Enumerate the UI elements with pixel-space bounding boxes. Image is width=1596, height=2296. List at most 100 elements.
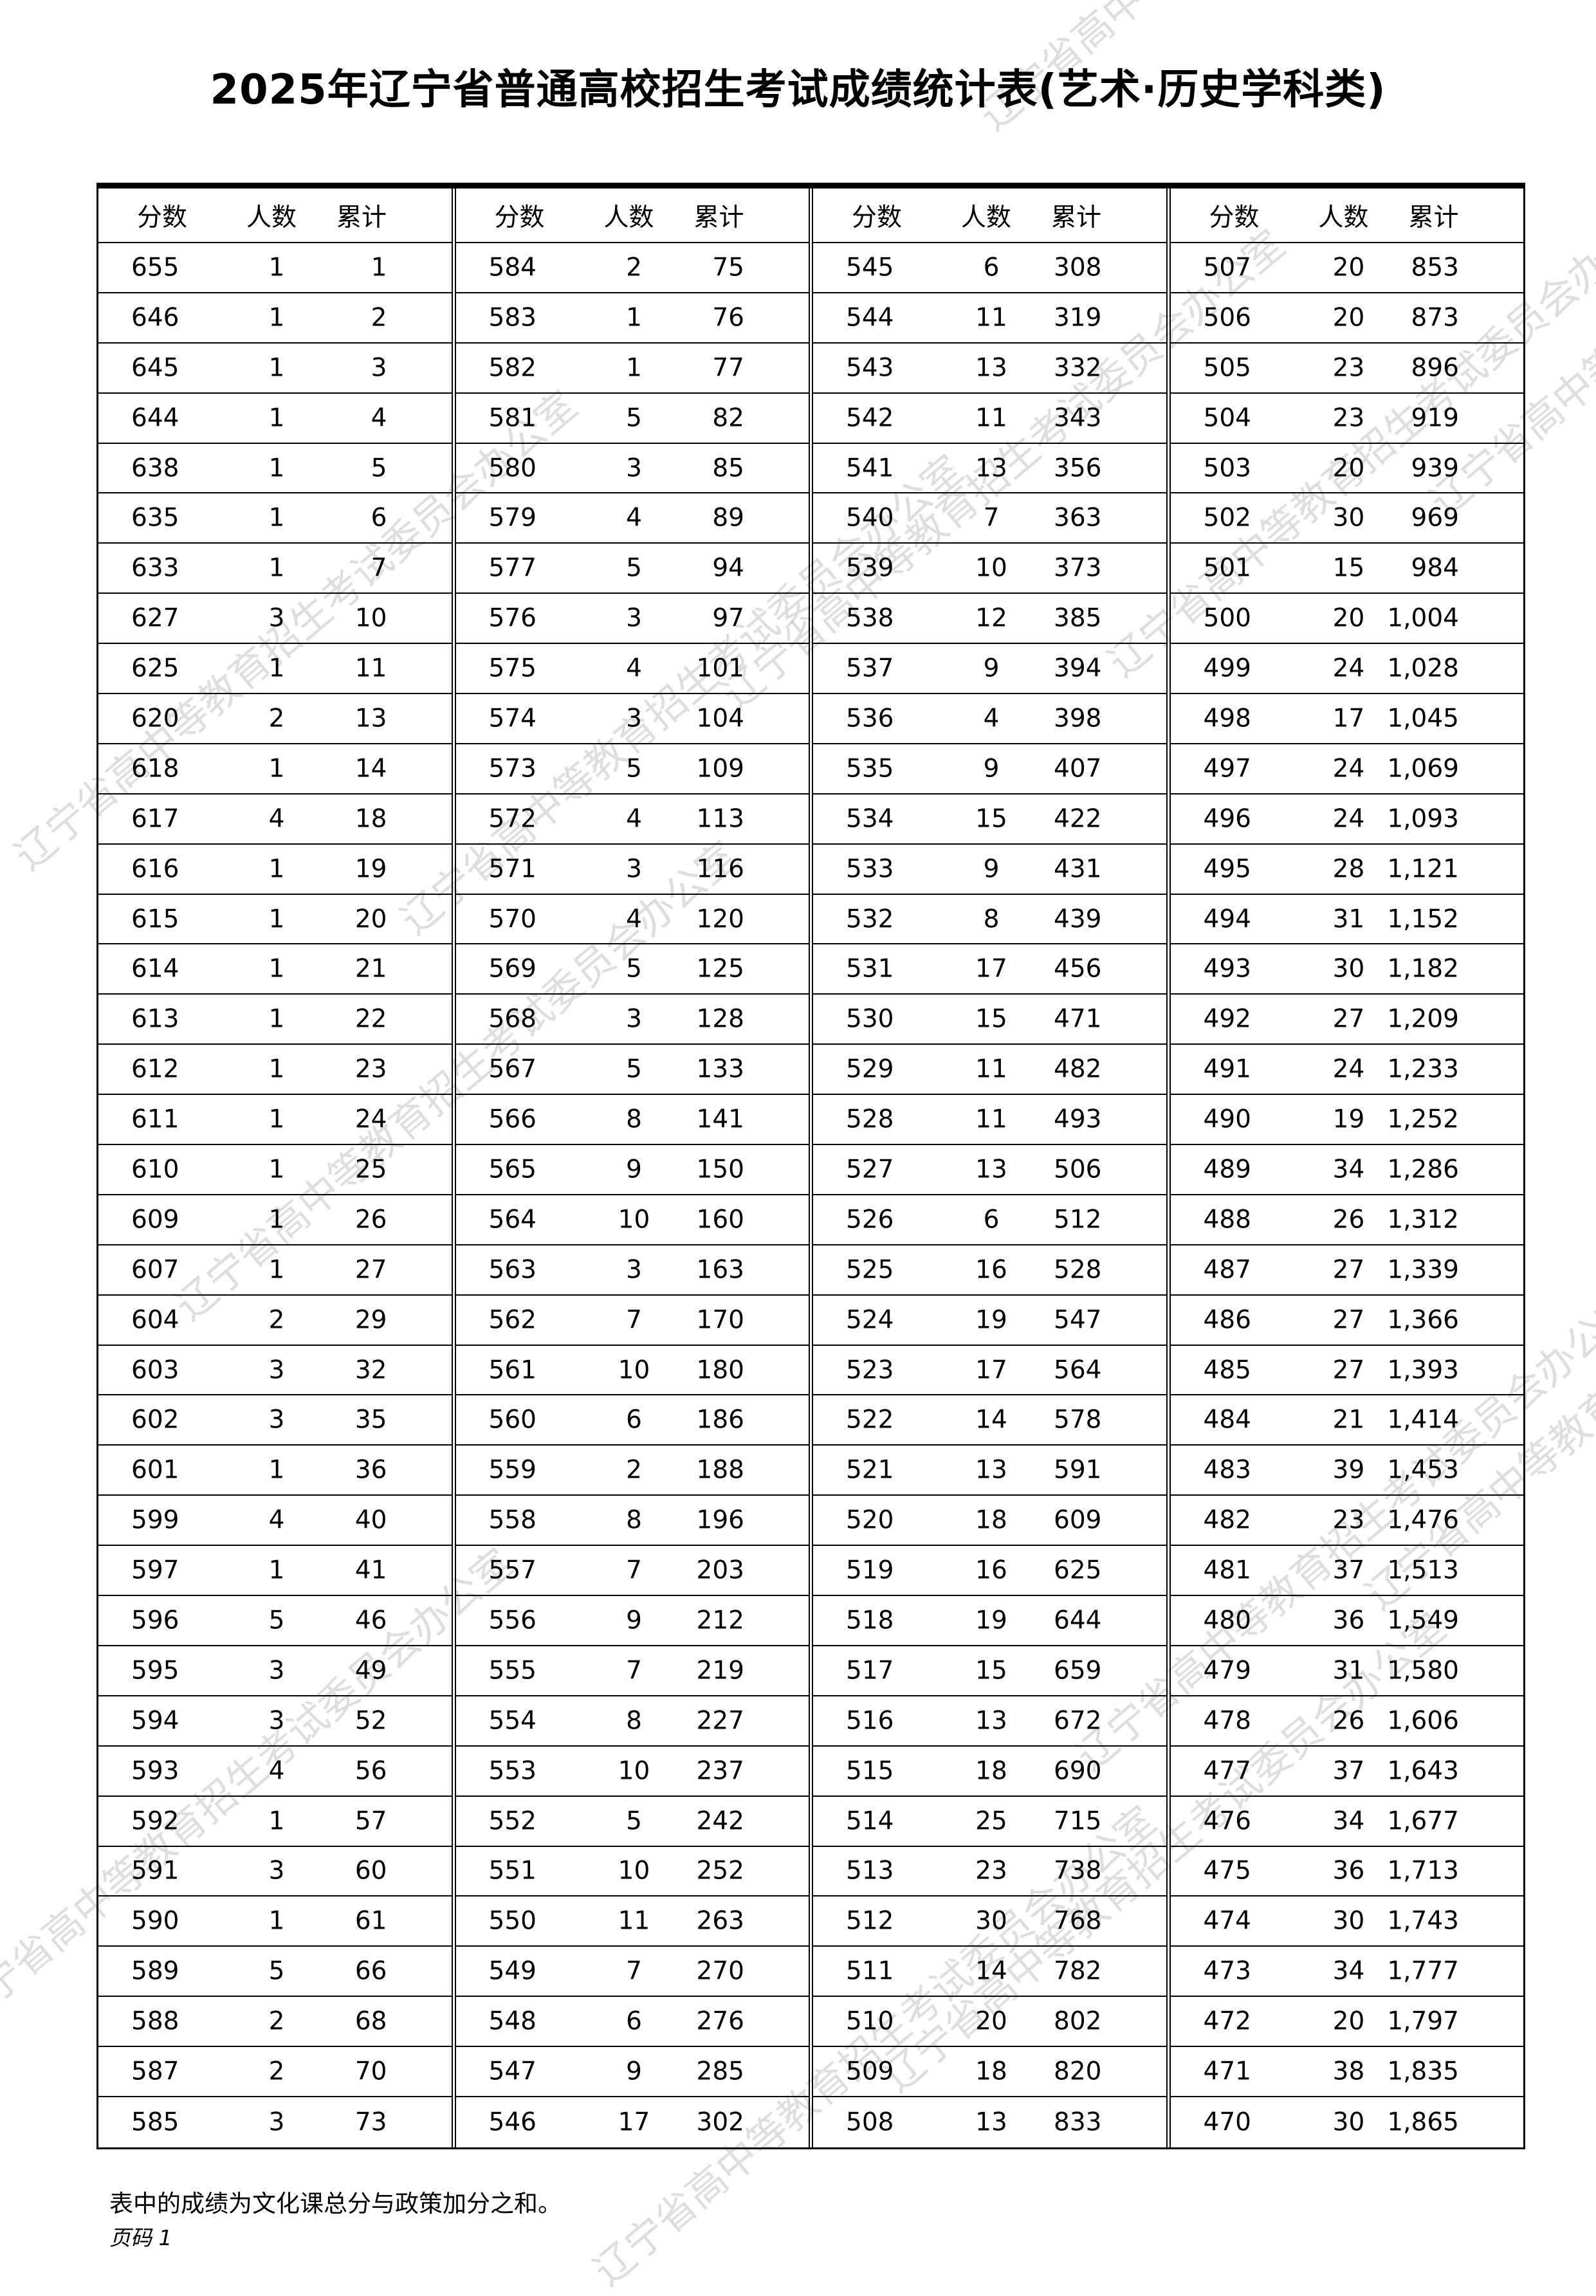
table-row: 499 24 1,028 (1170, 644, 1523, 695)
count-cell: 6 (983, 253, 1000, 282)
table-row: 607 1 27 (98, 1245, 452, 1296)
cumulative-cell: 319 (1054, 303, 1102, 333)
table-row: 532 8 439 (813, 895, 1166, 945)
count-cell: 3 (626, 454, 642, 482)
table-row: 599 4 40 (98, 1496, 452, 1547)
cumulative-cell: 41 (354, 1556, 387, 1585)
table-row: 566 8 141 (455, 1095, 809, 1146)
score-cell: 524 (846, 1305, 894, 1335)
score-cell: 507 (1203, 253, 1251, 282)
table-row: 570 4 120 (455, 895, 809, 945)
count-cell: 13 (975, 2108, 1007, 2137)
table-row: 562 7 170 (455, 1296, 809, 1346)
count-cell: 3 (268, 1856, 285, 1886)
count-cell: 1 (268, 854, 285, 884)
table-row: 493 30 1,182 (1170, 944, 1523, 995)
table-row: 524 19 547 (813, 1296, 1166, 1346)
cumulative-cell: 853 (1411, 253, 1459, 282)
cumulative-header: 累计 (336, 203, 387, 232)
cumulative-cell: 439 (1054, 905, 1102, 934)
score-cell: 555 (488, 1656, 537, 1685)
score-cell: 548 (488, 2007, 537, 2036)
cumulative-cell: 373 (1054, 553, 1102, 583)
table-row: 536 4 398 (813, 694, 1166, 744)
cumulative-cell: 1,152 (1387, 905, 1459, 934)
table-row: 485 27 1,393 (1170, 1346, 1523, 1396)
cumulative-cell: 11 (354, 654, 387, 683)
cumulative-cell: 163 (696, 1255, 744, 1285)
count-cell: 37 (1332, 1556, 1365, 1585)
score-cell: 473 (1203, 1956, 1251, 1986)
cumulative-cell: 1,233 (1387, 1054, 1459, 1084)
count-cell: 11 (975, 403, 1007, 433)
score-cell: 560 (488, 1405, 537, 1435)
count-cell: 2 (626, 1455, 642, 1485)
score-cell: 484 (1203, 1405, 1251, 1435)
table-row: 513 23 738 (813, 1847, 1166, 1897)
count-cell: 7 (626, 1656, 642, 1685)
score-cell: 571 (488, 854, 537, 884)
table-row: 591 3 60 (98, 1847, 452, 1897)
score-cell: 603 (131, 1355, 179, 1385)
count-cell: 4 (626, 503, 642, 533)
cumulative-cell: 343 (1054, 403, 1102, 433)
count-cell: 5 (626, 1054, 642, 1084)
cumulative-cell: 10 (354, 603, 387, 633)
score-cell: 585 (131, 2108, 179, 2137)
table-row: 480 36 1,549 (1170, 1596, 1523, 1646)
cumulative-cell: 1,209 (1387, 1004, 1459, 1034)
table-row: 615 1 20 (98, 895, 452, 945)
score-cell: 588 (131, 2007, 179, 2036)
score-cell: 612 (131, 1054, 179, 1084)
score-cell: 482 (1203, 1505, 1251, 1535)
cumulative-cell: 1,476 (1387, 1505, 1459, 1535)
count-cell: 36 (1332, 1606, 1365, 1635)
table-row: 525 16 528 (813, 1245, 1166, 1296)
cumulative-cell: 356 (1054, 454, 1102, 482)
table-row: 505 23 896 (1170, 344, 1523, 394)
cumulative-cell: 5 (371, 454, 387, 482)
score-cell: 504 (1203, 403, 1251, 433)
table-column-group: 分数 人数 累计 545 6 308 544 11 319 543 13 332 542 11 343 541… (813, 188, 1171, 2147)
count-cell: 2 (268, 1305, 285, 1335)
table-row: 604 2 29 (98, 1296, 452, 1346)
table-row: 503 20 939 (1170, 444, 1523, 494)
score-cell: 587 (131, 2057, 179, 2086)
score-cell: 566 (488, 1105, 537, 1134)
count-cell: 1 (268, 454, 285, 482)
score-cell: 487 (1203, 1255, 1251, 1285)
table-row: 474 30 1,743 (1170, 1896, 1523, 1947)
table-row: 501 15 984 (1170, 544, 1523, 594)
table-row: 472 20 1,797 (1170, 1997, 1523, 2048)
score-cell: 589 (131, 1956, 179, 1986)
count-cell: 34 (1332, 1806, 1365, 1836)
count-cell: 20 (975, 2007, 1007, 2036)
cumulative-cell: 1,677 (1387, 1806, 1459, 1836)
table-row: 583 1 76 (455, 293, 809, 344)
score-cell: 609 (131, 1205, 179, 1235)
count-cell: 3 (626, 603, 642, 633)
score-cell: 552 (488, 1806, 537, 1836)
cumulative-cell: 40 (354, 1505, 387, 1535)
score-cell: 481 (1203, 1556, 1251, 1585)
table-column-group: 分数 人数 累计 507 20 853 506 20 873 505 23 896 504 23 919 50… (1170, 188, 1523, 2147)
score-cell: 567 (488, 1054, 537, 1084)
count-cell: 3 (268, 1355, 285, 1385)
cumulative-cell: 564 (1054, 1355, 1102, 1385)
cumulative-cell: 1,865 (1387, 2108, 1459, 2137)
cumulative-cell: 21 (354, 954, 387, 984)
table-row: 548 6 276 (455, 1997, 809, 2048)
cumulative-cell: 482 (1054, 1054, 1102, 1084)
table-row: 572 4 113 (455, 794, 809, 845)
cumulative-cell: 625 (1054, 1556, 1102, 1585)
score-cell: 486 (1203, 1305, 1251, 1335)
count-cell: 25 (975, 1806, 1007, 1836)
cumulative-cell: 1,286 (1387, 1155, 1459, 1184)
score-cell: 526 (846, 1205, 894, 1235)
cumulative-cell: 609 (1054, 1505, 1102, 1535)
count-cell: 16 (975, 1255, 1007, 1285)
score-cell: 611 (131, 1105, 179, 1134)
cumulative-cell: 85 (712, 454, 744, 482)
table-row: 588 2 68 (98, 1997, 452, 2048)
table-row: 645 1 3 (98, 344, 452, 394)
